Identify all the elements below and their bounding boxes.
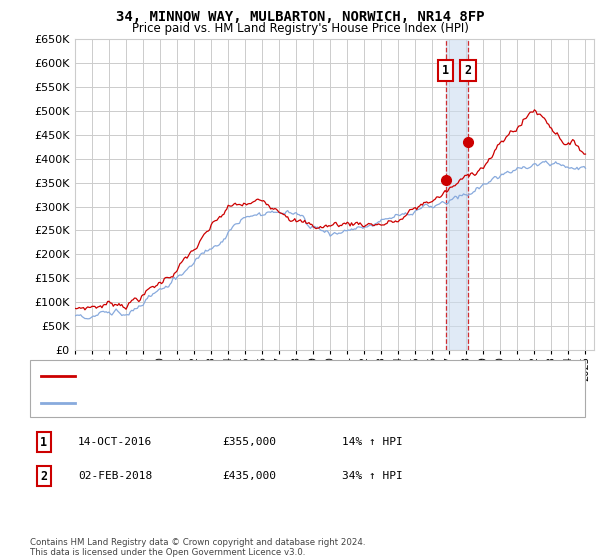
Text: £435,000: £435,000	[222, 471, 276, 481]
Text: 02-FEB-2018: 02-FEB-2018	[78, 471, 152, 481]
Text: 2: 2	[464, 64, 472, 77]
Text: 34% ↑ HPI: 34% ↑ HPI	[342, 471, 403, 481]
Text: 1: 1	[40, 436, 47, 449]
Text: 14% ↑ HPI: 14% ↑ HPI	[342, 437, 403, 447]
Text: 2: 2	[40, 469, 47, 483]
Text: Contains HM Land Registry data © Crown copyright and database right 2024.
This d: Contains HM Land Registry data © Crown c…	[30, 538, 365, 557]
Text: 14-OCT-2016: 14-OCT-2016	[78, 437, 152, 447]
Text: Price paid vs. HM Land Registry's House Price Index (HPI): Price paid vs. HM Land Registry's House …	[131, 22, 469, 35]
Text: £355,000: £355,000	[222, 437, 276, 447]
Text: 34, MINNOW WAY, MULBARTON, NORWICH, NR14 8FP: 34, MINNOW WAY, MULBARTON, NORWICH, NR14…	[116, 10, 484, 24]
Text: 1: 1	[442, 64, 449, 77]
Bar	[446, 39, 468, 350]
Text: HPI: Average price, detached house, South Norfolk: HPI: Average price, detached house, Sout…	[79, 398, 373, 408]
Text: 34, MINNOW WAY, MULBARTON, NORWICH, NR14 8FP (detached house): 34, MINNOW WAY, MULBARTON, NORWICH, NR14…	[79, 371, 445, 381]
